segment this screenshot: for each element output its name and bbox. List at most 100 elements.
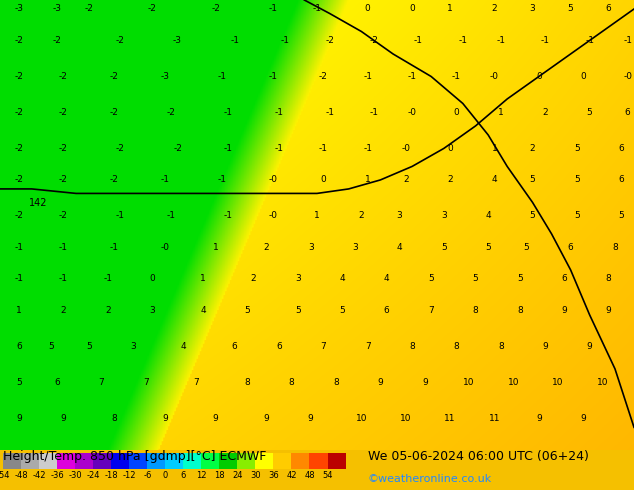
Text: -2: -2 — [173, 144, 182, 153]
Text: 7: 7 — [143, 378, 149, 387]
Text: -1: -1 — [15, 274, 23, 283]
Text: 3: 3 — [352, 243, 358, 252]
Text: 48: 48 — [304, 471, 315, 480]
Text: -3: -3 — [160, 72, 169, 81]
Text: 6: 6 — [618, 175, 624, 184]
Bar — [309, 453, 328, 469]
Text: 3: 3 — [396, 211, 403, 220]
Bar — [147, 453, 165, 469]
Text: 0: 0 — [453, 108, 460, 117]
Text: 0: 0 — [409, 4, 415, 14]
Text: -1: -1 — [217, 175, 226, 184]
Text: -2: -2 — [15, 36, 23, 45]
Text: -1: -1 — [230, 36, 239, 45]
Text: 10: 10 — [400, 414, 411, 423]
Text: 9: 9 — [162, 414, 168, 423]
Text: 9: 9 — [536, 414, 542, 423]
Text: -2: -2 — [15, 175, 23, 184]
Text: 10: 10 — [356, 414, 367, 423]
Text: -1: -1 — [217, 72, 226, 81]
Text: 6: 6 — [561, 274, 567, 283]
Text: 5: 5 — [529, 211, 536, 220]
Bar — [165, 453, 183, 469]
Text: -0: -0 — [268, 211, 277, 220]
Text: 6: 6 — [618, 144, 624, 153]
Text: 9: 9 — [16, 414, 22, 423]
Text: -2: -2 — [15, 108, 23, 117]
Text: -0: -0 — [408, 108, 417, 117]
Bar — [93, 453, 112, 469]
Text: -2: -2 — [325, 36, 334, 45]
Text: 2: 2 — [251, 274, 256, 283]
Text: 2: 2 — [359, 211, 364, 220]
Text: 5: 5 — [574, 211, 580, 220]
Text: 1: 1 — [16, 306, 22, 315]
Text: -2: -2 — [148, 4, 157, 14]
Text: Height/Temp. 850 hPa [gdmp][°C] ECMWF: Height/Temp. 850 hPa [gdmp][°C] ECMWF — [3, 450, 266, 463]
Text: -1: -1 — [319, 144, 328, 153]
Text: 6: 6 — [181, 471, 186, 480]
Text: -2: -2 — [59, 144, 68, 153]
Text: -3: -3 — [53, 4, 61, 14]
Text: -30: -30 — [68, 471, 82, 480]
Text: 5: 5 — [586, 108, 593, 117]
Text: 2: 2 — [492, 4, 497, 14]
Text: 10: 10 — [597, 378, 608, 387]
Bar — [237, 453, 256, 469]
Text: -1: -1 — [59, 274, 68, 283]
Text: 9: 9 — [212, 414, 219, 423]
Text: 6: 6 — [231, 342, 238, 351]
Text: -2: -2 — [15, 72, 23, 81]
Text: -2: -2 — [53, 36, 61, 45]
Bar — [183, 453, 202, 469]
Text: -1: -1 — [541, 36, 550, 45]
Text: -2: -2 — [211, 4, 220, 14]
Text: 3: 3 — [130, 342, 136, 351]
Text: 8: 8 — [605, 274, 612, 283]
Text: 9: 9 — [561, 306, 567, 315]
Text: -2: -2 — [59, 175, 68, 184]
Text: 0: 0 — [536, 72, 542, 81]
Text: 7: 7 — [365, 342, 371, 351]
Bar — [21, 453, 39, 469]
Bar — [75, 453, 93, 469]
Text: 9: 9 — [263, 414, 269, 423]
Text: 30: 30 — [250, 471, 261, 480]
Text: -36: -36 — [50, 471, 64, 480]
Text: -0: -0 — [160, 243, 169, 252]
Text: 5: 5 — [86, 342, 92, 351]
Text: 5: 5 — [339, 306, 346, 315]
Text: -54: -54 — [0, 471, 10, 480]
Text: -2: -2 — [59, 72, 68, 81]
Text: 6: 6 — [624, 108, 631, 117]
Text: -6: -6 — [143, 471, 152, 480]
Text: -2: -2 — [370, 36, 378, 45]
Text: 6: 6 — [54, 378, 60, 387]
Text: 24: 24 — [232, 471, 243, 480]
Text: 3: 3 — [149, 306, 155, 315]
Text: 8: 8 — [453, 342, 460, 351]
Text: 1: 1 — [498, 108, 504, 117]
Text: 5: 5 — [517, 274, 523, 283]
Text: -1: -1 — [268, 72, 277, 81]
Text: -1: -1 — [15, 243, 23, 252]
Bar — [292, 453, 309, 469]
Bar — [219, 453, 237, 469]
Text: 0: 0 — [365, 4, 371, 14]
Text: 10: 10 — [552, 378, 564, 387]
Text: 5: 5 — [574, 144, 580, 153]
Text: ©weatheronline.co.uk: ©weatheronline.co.uk — [368, 474, 492, 484]
Text: 4: 4 — [384, 274, 389, 283]
Text: 5: 5 — [472, 274, 479, 283]
Text: 8: 8 — [498, 342, 504, 351]
Text: 5: 5 — [485, 243, 491, 252]
Text: 9: 9 — [586, 342, 593, 351]
Text: We 05-06-2024 06:00 UTC (06+24): We 05-06-2024 06:00 UTC (06+24) — [368, 450, 588, 463]
Text: 12: 12 — [196, 471, 207, 480]
Text: 1: 1 — [314, 211, 320, 220]
Text: -1: -1 — [224, 211, 233, 220]
Text: 7: 7 — [320, 342, 327, 351]
Text: -1: -1 — [363, 72, 372, 81]
Text: -42: -42 — [32, 471, 46, 480]
Text: 9: 9 — [580, 414, 586, 423]
